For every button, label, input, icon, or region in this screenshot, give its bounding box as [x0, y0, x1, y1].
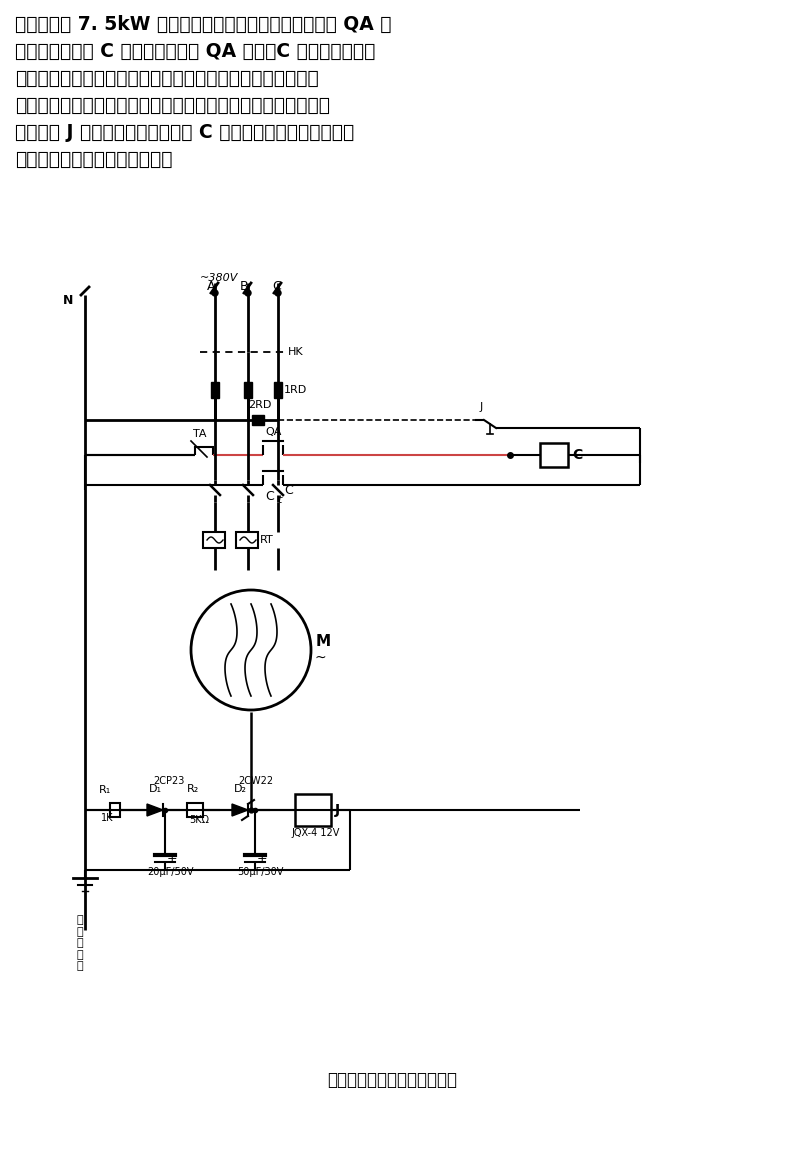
- Text: J: J: [335, 803, 340, 817]
- Text: 用
铁
能
位
器: 用 铁 能 位 器: [77, 914, 83, 971]
- Text: 1K: 1K: [101, 812, 114, 823]
- Circle shape: [191, 590, 311, 710]
- Text: 20μF/50V: 20μF/50V: [147, 867, 193, 877]
- Text: 电路适用于 7. 5kW 以下的电动机。起动电动机时，按下 QA 按: 电路适用于 7. 5kW 以下的电动机。起动电动机时，按下 QA 按: [15, 15, 392, 34]
- Text: 钮，交流接触器 C 得电吸合，松开 QA 按钮，C 自保点自保，电: 钮，交流接触器 C 得电吸合，松开 QA 按钮，C 自保点自保，电: [15, 42, 375, 61]
- Circle shape: [212, 290, 218, 296]
- Text: 2CP23: 2CP23: [153, 777, 184, 786]
- Text: t: t: [277, 495, 281, 505]
- Text: 2CW22: 2CW22: [238, 777, 273, 786]
- Text: 5KΩ: 5KΩ: [189, 815, 209, 825]
- Text: HK: HK: [288, 347, 304, 357]
- Bar: [274, 382, 282, 398]
- Bar: [540, 443, 568, 467]
- Text: 2RD: 2RD: [248, 400, 272, 410]
- Text: M: M: [316, 634, 331, 649]
- Bar: [236, 532, 258, 548]
- Bar: [187, 803, 203, 817]
- Text: +: +: [257, 852, 268, 865]
- Text: J: J: [480, 402, 484, 411]
- Circle shape: [245, 290, 251, 296]
- Text: C: C: [265, 490, 274, 503]
- Bar: [110, 803, 120, 817]
- Polygon shape: [147, 804, 163, 816]
- Text: 保护电动机定子绕组不被破坏。: 保护电动机定子绕组不被破坏。: [15, 150, 173, 169]
- Text: ~380V: ~380V: [200, 274, 239, 283]
- Text: TA: TA: [193, 429, 206, 439]
- Circle shape: [275, 290, 281, 296]
- Bar: [295, 794, 331, 826]
- Text: B: B: [240, 280, 249, 293]
- Bar: [203, 532, 225, 548]
- Bar: [244, 382, 252, 398]
- Text: N: N: [63, 293, 73, 306]
- Text: R₁: R₁: [99, 785, 111, 795]
- Text: QA: QA: [265, 427, 281, 437]
- Text: 1RD: 1RD: [284, 385, 307, 395]
- Text: +: +: [167, 852, 177, 865]
- Text: C: C: [272, 280, 281, 293]
- Text: 使继电器 J 得电动作，交流接触器 C 释放，从而使电动机断电，: 使继电器 J 得电动作，交流接触器 C 释放，从而使电动机断电，: [15, 123, 354, 143]
- Text: R₂: R₂: [187, 783, 199, 794]
- Text: JQX-4 12V: JQX-4 12V: [291, 828, 339, 838]
- Text: ~: ~: [315, 651, 327, 665]
- Text: 星形接法的电动机断相保护器: 星形接法的电动机断相保护器: [327, 1071, 457, 1089]
- Text: 动机继续运行。当三相交流电中某一相断路时，电动机的中性: 动机继续运行。当三相交流电中某一相断路时，电动机的中性: [15, 70, 319, 88]
- Text: 点电位不是零电位，与地形成电位差，此电压经过整流、稳压，: 点电位不是零电位，与地形成电位差，此电压经过整流、稳压，: [15, 96, 330, 115]
- Text: A: A: [207, 280, 216, 293]
- Polygon shape: [232, 804, 248, 816]
- Text: RT: RT: [260, 535, 274, 545]
- Text: C: C: [572, 449, 582, 462]
- Text: C: C: [284, 483, 293, 496]
- Text: 50μF/30V: 50μF/30V: [237, 867, 283, 877]
- Text: D₂: D₂: [234, 783, 247, 794]
- Bar: [211, 382, 219, 398]
- Bar: [252, 415, 264, 425]
- Text: D₁: D₁: [149, 783, 162, 794]
